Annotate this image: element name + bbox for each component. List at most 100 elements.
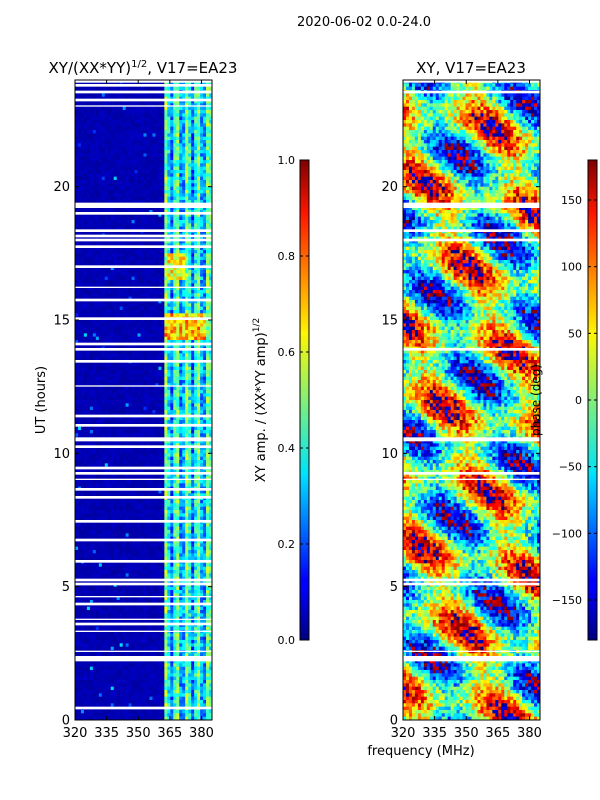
amp-colorbar-ticks: 0.0 0.2 0.4 0.6 0.8 1.0	[278, 154, 309, 647]
x-tick-label: 320	[63, 726, 88, 741]
flagged-band	[75, 98, 212, 102]
flagged-band	[75, 84, 212, 87]
flagged-band	[75, 90, 212, 94]
amp-ylabel: UT (hours)	[34, 366, 49, 434]
flagged-band	[403, 472, 540, 475]
flagged-band	[75, 348, 212, 351]
flagged-band	[75, 472, 212, 475]
flagged-band	[403, 650, 540, 652]
flagged-band	[403, 229, 540, 232]
x-tick-label: 335	[422, 726, 447, 741]
flagged-band	[75, 706, 212, 710]
flagged-band	[75, 650, 212, 652]
flagged-band	[75, 385, 212, 387]
flagged-band	[403, 202, 540, 208]
x-tick-label: 365	[157, 726, 182, 741]
flagged-band	[75, 478, 212, 480]
colorbar-tick-label: 0.4	[278, 442, 296, 455]
flagged-band	[75, 317, 212, 320]
flagged-band	[75, 622, 212, 626]
flagged-band	[75, 202, 212, 208]
flagged-band	[75, 437, 212, 442]
amp-colorbar-label: XY amp. / (XX*YY amp)1/2	[252, 318, 269, 482]
y-tick-label: 0	[390, 714, 398, 729]
flagged-band	[75, 229, 212, 232]
phase-x-axis: 320 335 350 365 380	[391, 80, 542, 741]
amplitude-panel: XY/(XX*YY)1/2, V17=EA23 320 335 350 365 380 …	[34, 59, 237, 741]
flagged-band	[403, 348, 540, 351]
phase-title: XY, V17=EA23	[416, 59, 526, 77]
phase-heatmap	[403, 80, 540, 720]
flagged-band	[403, 90, 540, 94]
flagged-band	[75, 234, 212, 238]
y-tick-label: 10	[53, 447, 70, 462]
colorbar-tick-label: −100	[552, 527, 582, 540]
phase-colorbar: −150 −100 −50 0 50 100 150 phase (deg)	[529, 159, 598, 641]
x-tick-label: 350	[126, 726, 151, 741]
y-tick-label: 5	[62, 580, 70, 595]
amp-axes-frame	[74, 79, 213, 721]
amp-title: XY/(XX*YY)1/2, V17=EA23	[49, 59, 238, 77]
flagged-band	[403, 582, 540, 586]
flagged-band	[75, 538, 212, 542]
amp-x-axis: 320 335 350 365 380	[63, 80, 214, 741]
flagged-band	[403, 238, 540, 242]
flagged-band	[403, 656, 540, 662]
colorbar-tick-label: 1.0	[278, 154, 296, 167]
flagged-band	[75, 105, 212, 107]
flagged-band	[75, 466, 212, 470]
flagged-band	[403, 80, 540, 83]
amp-colorbar-scale	[299, 159, 310, 641]
frequency-xlabel: frequency (MHz)	[367, 744, 474, 759]
x-tick-label: 350	[454, 726, 479, 741]
flagged-band	[75, 342, 212, 346]
flagged-band	[75, 618, 212, 620]
amp-colorbar: 0.0 0.2 0.4 0.6 0.8 1.0 XY amp. / (XX*YY amp)…	[252, 154, 310, 647]
flagged-band	[75, 578, 212, 582]
flagged-band	[75, 424, 212, 427]
flagged-band	[75, 245, 212, 248]
flagged-band	[75, 238, 212, 242]
colorbar-tick-label: 50	[568, 327, 582, 340]
colorbar-tick-label: −150	[552, 594, 582, 607]
flagged-band	[75, 596, 212, 598]
flagged-band	[75, 582, 212, 586]
phase-colorbar-label: phase (deg)	[529, 364, 543, 436]
flagged-band	[75, 298, 212, 302]
flagged-band	[403, 578, 540, 582]
phase-panel: XY, V17=EA23 320 335 350 365 380 0 5 10 15 20	[381, 59, 541, 741]
flagged-band	[75, 488, 212, 491]
y-tick-label: 15	[53, 314, 70, 329]
colorbar-tick-label: 0.0	[278, 634, 296, 647]
flagged-band	[75, 80, 212, 83]
flagged-band	[75, 656, 212, 662]
colorbar-tick-label: 150	[561, 194, 582, 207]
flagged-band	[75, 360, 212, 363]
flagged-band	[75, 414, 212, 418]
flagged-band	[403, 437, 540, 442]
colorbar-tick-label: 100	[561, 261, 582, 274]
y-tick-label: 20	[53, 180, 70, 195]
x-tick-label: 320	[391, 726, 416, 741]
flagged-band	[75, 212, 212, 215]
flagged-band	[403, 478, 540, 480]
flagged-band	[75, 520, 212, 523]
colorbar-tick-label: 0.6	[278, 346, 296, 359]
flagged-band	[75, 445, 212, 448]
phase-colorbar-ticks: −150 −100 −50 0 50 100 150	[552, 194, 597, 607]
x-tick-label: 365	[485, 726, 510, 741]
flagged-band	[75, 286, 212, 288]
amp-y-axis: 0 5 10 15 20	[53, 180, 212, 729]
y-tick-label: 20	[381, 180, 398, 195]
figure-suptitle: 2020-06-02 0.0-24.0	[297, 15, 431, 30]
phase-y-axis: 0 5 10 15 20	[381, 180, 540, 729]
phase-axes-frame	[402, 79, 541, 721]
colorbar-tick-label: 0.2	[278, 538, 296, 551]
flagged-band	[75, 265, 212, 268]
amp-heatmap	[75, 80, 212, 720]
y-tick-label: 5	[390, 580, 398, 595]
colorbar-tick-label: −50	[559, 461, 582, 474]
x-tick-label: 335	[94, 726, 119, 741]
y-tick-label: 10	[381, 447, 398, 462]
